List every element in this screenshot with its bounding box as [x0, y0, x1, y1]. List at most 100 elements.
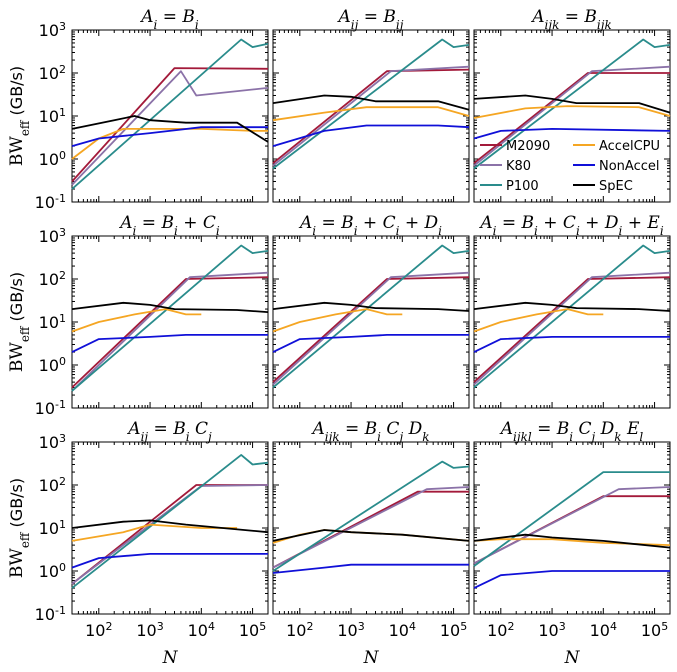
series-line-accelcpu: [272, 529, 470, 544]
legend-label: P100: [506, 179, 539, 194]
series-line-spec: [71, 301, 269, 313]
series-line-m2090: [71, 67, 269, 183]
series-line-accelcpu: [473, 105, 671, 119]
series-line-nonaccel: [71, 333, 268, 353]
panel-3: Aijk = Bijk: [473, 7, 671, 203]
series-line-accelcpu: [473, 308, 604, 333]
legend-label: NonAccel: [599, 159, 660, 174]
x-axis-label: N: [162, 648, 179, 668]
series-line-k80: [473, 271, 671, 386]
y-tick-label: 102: [39, 475, 66, 496]
series-line-m2090: [71, 484, 268, 585]
x-tick-label: 104: [389, 620, 416, 641]
series-line-k80: [272, 271, 470, 386]
y-tick-label: 102: [39, 269, 66, 290]
panel-5: Ai = Bi + Ci + Di: [272, 213, 470, 409]
series-line-nonaccel: [473, 335, 670, 353]
series-line-spec: [272, 94, 470, 111]
legend-label: AccelCPU: [599, 139, 660, 154]
x-tick-label: 102: [286, 620, 313, 641]
x-tick-label: 103: [538, 620, 565, 641]
legend-item: P100: [480, 179, 539, 194]
panel-1: Ai = Bi 10-1 100 101 102 103: [35, 7, 269, 212]
series-line-k80: [473, 65, 671, 167]
y-tick-label: 10-1: [35, 398, 66, 419]
y-tick-label: 103: [39, 20, 66, 41]
y-tick-label: 10-1: [35, 604, 66, 625]
series-line-m2090: [272, 490, 469, 569]
series-line-p100: [71, 244, 269, 392]
series-line-spec: [272, 301, 470, 312]
panel-8: Aijk = Bi Cj Dk 102 103 104 105: [272, 419, 470, 641]
panel-7: Aij = Bi Cj 10-1 100 101 102 103 102 103 104 105: [35, 419, 269, 641]
x-axis-label: N: [363, 648, 380, 668]
series-line-p100: [473, 471, 670, 567]
y-tick-label: 101: [39, 518, 66, 539]
y-tick-label: 103: [39, 432, 66, 453]
y-tick-label: 100: [39, 149, 66, 170]
panel-title: Aijk = Bijk: [530, 7, 612, 32]
series-line-spec: [272, 529, 470, 542]
panel-title: Ai = Bi + Ci + Di + Ei: [478, 213, 663, 238]
x-tick-label: 105: [641, 620, 668, 641]
x-tick-label: 102: [487, 620, 514, 641]
series-line-m2090: [272, 276, 470, 383]
panel-frame: [272, 441, 470, 615]
panel-2: Aij = Bij: [272, 7, 470, 203]
series-line-spec: [71, 115, 269, 143]
legend-item: K80: [480, 159, 531, 174]
series-line-p100: [71, 38, 269, 190]
series-line-spec: [473, 533, 671, 549]
series-line-m2090: [71, 276, 269, 389]
series-line-m2090: [473, 495, 670, 565]
series-line-k80: [71, 271, 269, 392]
legend-label: M2090: [506, 139, 550, 154]
x-tick-label: 103: [136, 620, 163, 641]
x-tick-label: 104: [188, 620, 215, 641]
series-line-nonaccel: [71, 126, 268, 147]
series-line-nonaccel: [272, 124, 470, 147]
series-line-m2090: [272, 68, 470, 164]
panel-frame: [473, 29, 671, 203]
y-tick-label: 101: [39, 106, 66, 127]
panel-title: Aijkl = Bi Cj Dk El: [499, 419, 644, 444]
series-line-nonaccel: [71, 553, 268, 569]
legend-item: SpEC: [573, 179, 633, 194]
series-line-p100: [71, 453, 269, 589]
series-line-nonaccel: [272, 333, 469, 353]
series-line-nonaccel: [473, 127, 671, 140]
legend-item: AccelCPU: [573, 139, 660, 154]
series-line-p100: [473, 38, 671, 170]
series-line-p100: [272, 244, 470, 389]
y-axis-label: BWeff (GB/s): [7, 478, 32, 578]
panel-6: Ai = Bi + Ci + Di + Ei: [473, 213, 671, 409]
series-line-p100: [272, 460, 470, 572]
panel-frame: [71, 441, 269, 615]
y-tick-label: 103: [39, 226, 66, 247]
y-axis-label: BWeff (GB/s): [7, 66, 32, 166]
x-axis-label: N: [564, 648, 581, 668]
panel-9: Aijkl = Bi Cj Dk El 102 103 104 105: [473, 419, 671, 641]
series-line-spec: [71, 519, 269, 534]
series-line-p100: [473, 244, 671, 389]
series-line-spec: [473, 94, 671, 114]
series-line-nonaccel: [473, 570, 670, 589]
y-axis-label: BWeff (GB/s): [7, 272, 32, 372]
y-tick-label: 100: [39, 355, 66, 376]
x-tick-label: 105: [239, 620, 266, 641]
y-tick-label: 101: [39, 312, 66, 333]
x-tick-label: 104: [590, 620, 617, 641]
series-line-k80: [71, 484, 269, 585]
panel-title: Ai = Bi + Ci + Di: [298, 213, 442, 238]
legend-item: M2090: [480, 139, 550, 154]
panel-title: Aijk = Bi Cj Dk: [310, 419, 429, 444]
legend-item: NonAccel: [573, 159, 660, 174]
panel-frame: [473, 441, 671, 615]
series-line-k80: [272, 486, 470, 569]
panel-title: Ai = Bi: [139, 7, 199, 32]
panel-title: Aij = Bi Cj: [126, 419, 212, 444]
series-line-p100: [272, 38, 470, 170]
series-line-k80: [473, 486, 671, 565]
series-line-m2090: [473, 276, 671, 383]
